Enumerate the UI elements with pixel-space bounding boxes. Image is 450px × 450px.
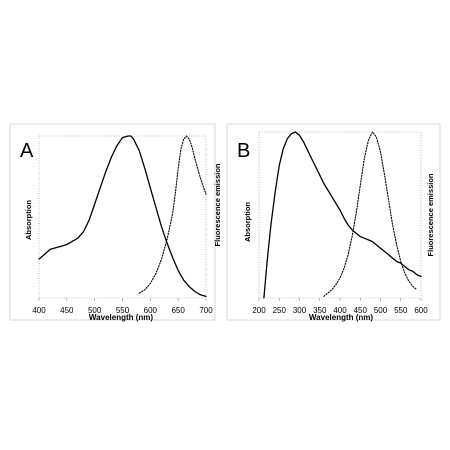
panel-a-frame [9,123,216,321]
panel-b-plot-area: 200 250 300 350 400 450 500 550 600 [252,131,428,315]
panel-b-emission-line [323,131,418,297]
panel-b-letter: B [237,140,250,162]
x-tick-label: 600 [414,306,428,315]
panel-a: A Absorption Fluorescence emission Wavel… [9,123,222,322]
x-tick-label: 550 [116,306,130,315]
x-tick-label: 400 [333,306,347,315]
x-tick-label: 700 [199,306,213,315]
x-tick-label: 350 [313,306,327,315]
panel-a-axes-box [38,135,207,299]
panel-a-x-axis-label: Wavelength (nm) [89,313,153,322]
x-tick-label: 500 [88,306,102,315]
panel-a-letter: A [20,140,34,162]
panel-b-frame [226,123,441,321]
panel-a-y-axis-label-left: Absorption [24,200,33,240]
panel-b-x-axis-label: Wavelength (nm) [309,313,373,322]
panel-a-plot-area: 400 450 500 550 600 650 700 [32,135,213,315]
x-tick-label: 400 [32,306,46,315]
x-tick-label: 300 [293,306,307,315]
panel-a-absorption-line [38,135,207,298]
panel-a-emission-line [138,135,207,294]
x-tick-label: 200 [252,306,266,315]
x-tick-label: 450 [60,306,74,315]
x-tick-label: 600 [144,306,158,315]
x-tick-label: 650 [171,306,185,315]
panel-b: B Absorption Fluorescence emission Wavel… [226,123,441,322]
panel-b-y-axis-label-right: Fluorescence emission [426,173,435,256]
panel-b-absorption-line [263,131,422,299]
panel-a-y-axis-label-right: Fluorescence emission [213,163,222,246]
x-tick-label: 250 [273,306,287,315]
panel-b-axes-box [258,131,422,299]
panel-b-y-axis-label-left: Absorption [243,202,252,242]
x-tick-label: 450 [354,306,368,315]
x-tick-label: 550 [394,306,408,315]
x-tick-label: 500 [374,306,388,315]
